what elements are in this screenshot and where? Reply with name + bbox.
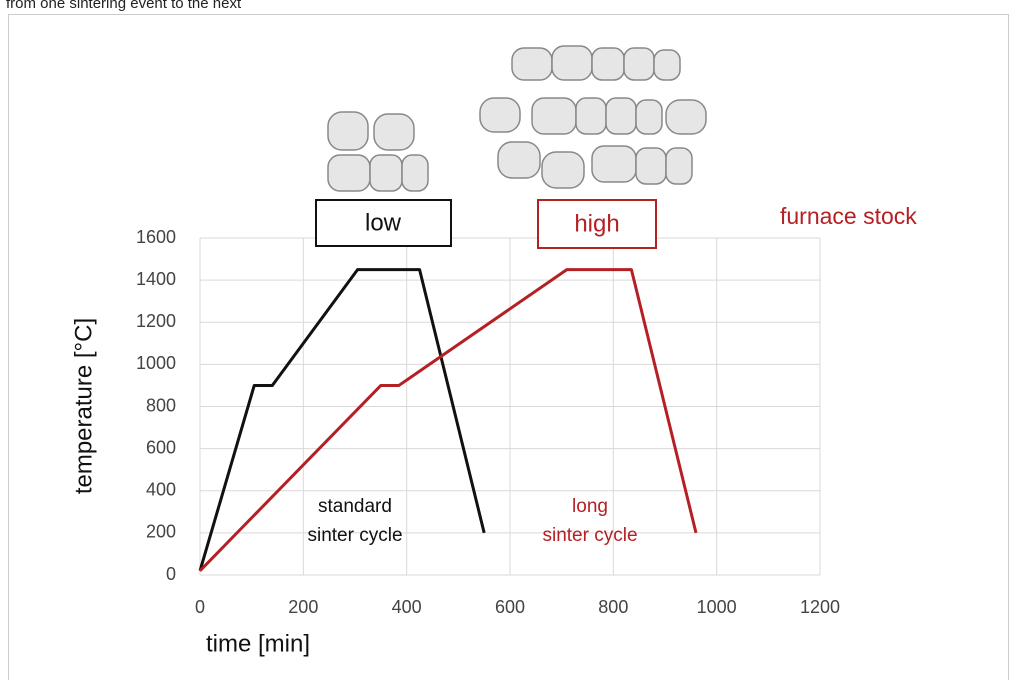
y-tick-label: 1400 [136,269,176,289]
y-tick-label: 200 [146,522,176,542]
x-tick-label: 600 [495,597,525,617]
y-tick-label: 1600 [136,227,176,247]
y-axis-title: temperature [°C] [70,318,97,494]
x-tick-label: 400 [392,597,422,617]
y-tick-label: 1000 [136,353,176,373]
caption: from one sintering event to the next [6,0,242,12]
x-tick-label: 800 [598,597,628,617]
x-tick-label: 200 [288,597,318,617]
x-tick-label: 0 [195,597,205,617]
y-tick-label: 400 [146,480,176,500]
annotation: long [572,496,608,517]
annotation: standard [318,496,392,517]
legend-label: high [574,210,619,237]
y-tick-label: 800 [146,395,176,415]
legend-title: furnace stock [780,203,917,229]
x-axis-title: time [min] [206,630,310,657]
annotation: sinter cycle [307,525,402,546]
y-tick-label: 0 [166,564,176,584]
legend-label: low [365,209,402,236]
x-tick-label: 1000 [697,597,737,617]
y-tick-label: 1200 [136,311,176,331]
annotation: sinter cycle [542,525,637,546]
page: from one sintering event to the next low… [0,0,1009,680]
y-tick-label: 600 [146,437,176,457]
x-tick-label: 1200 [800,597,840,617]
